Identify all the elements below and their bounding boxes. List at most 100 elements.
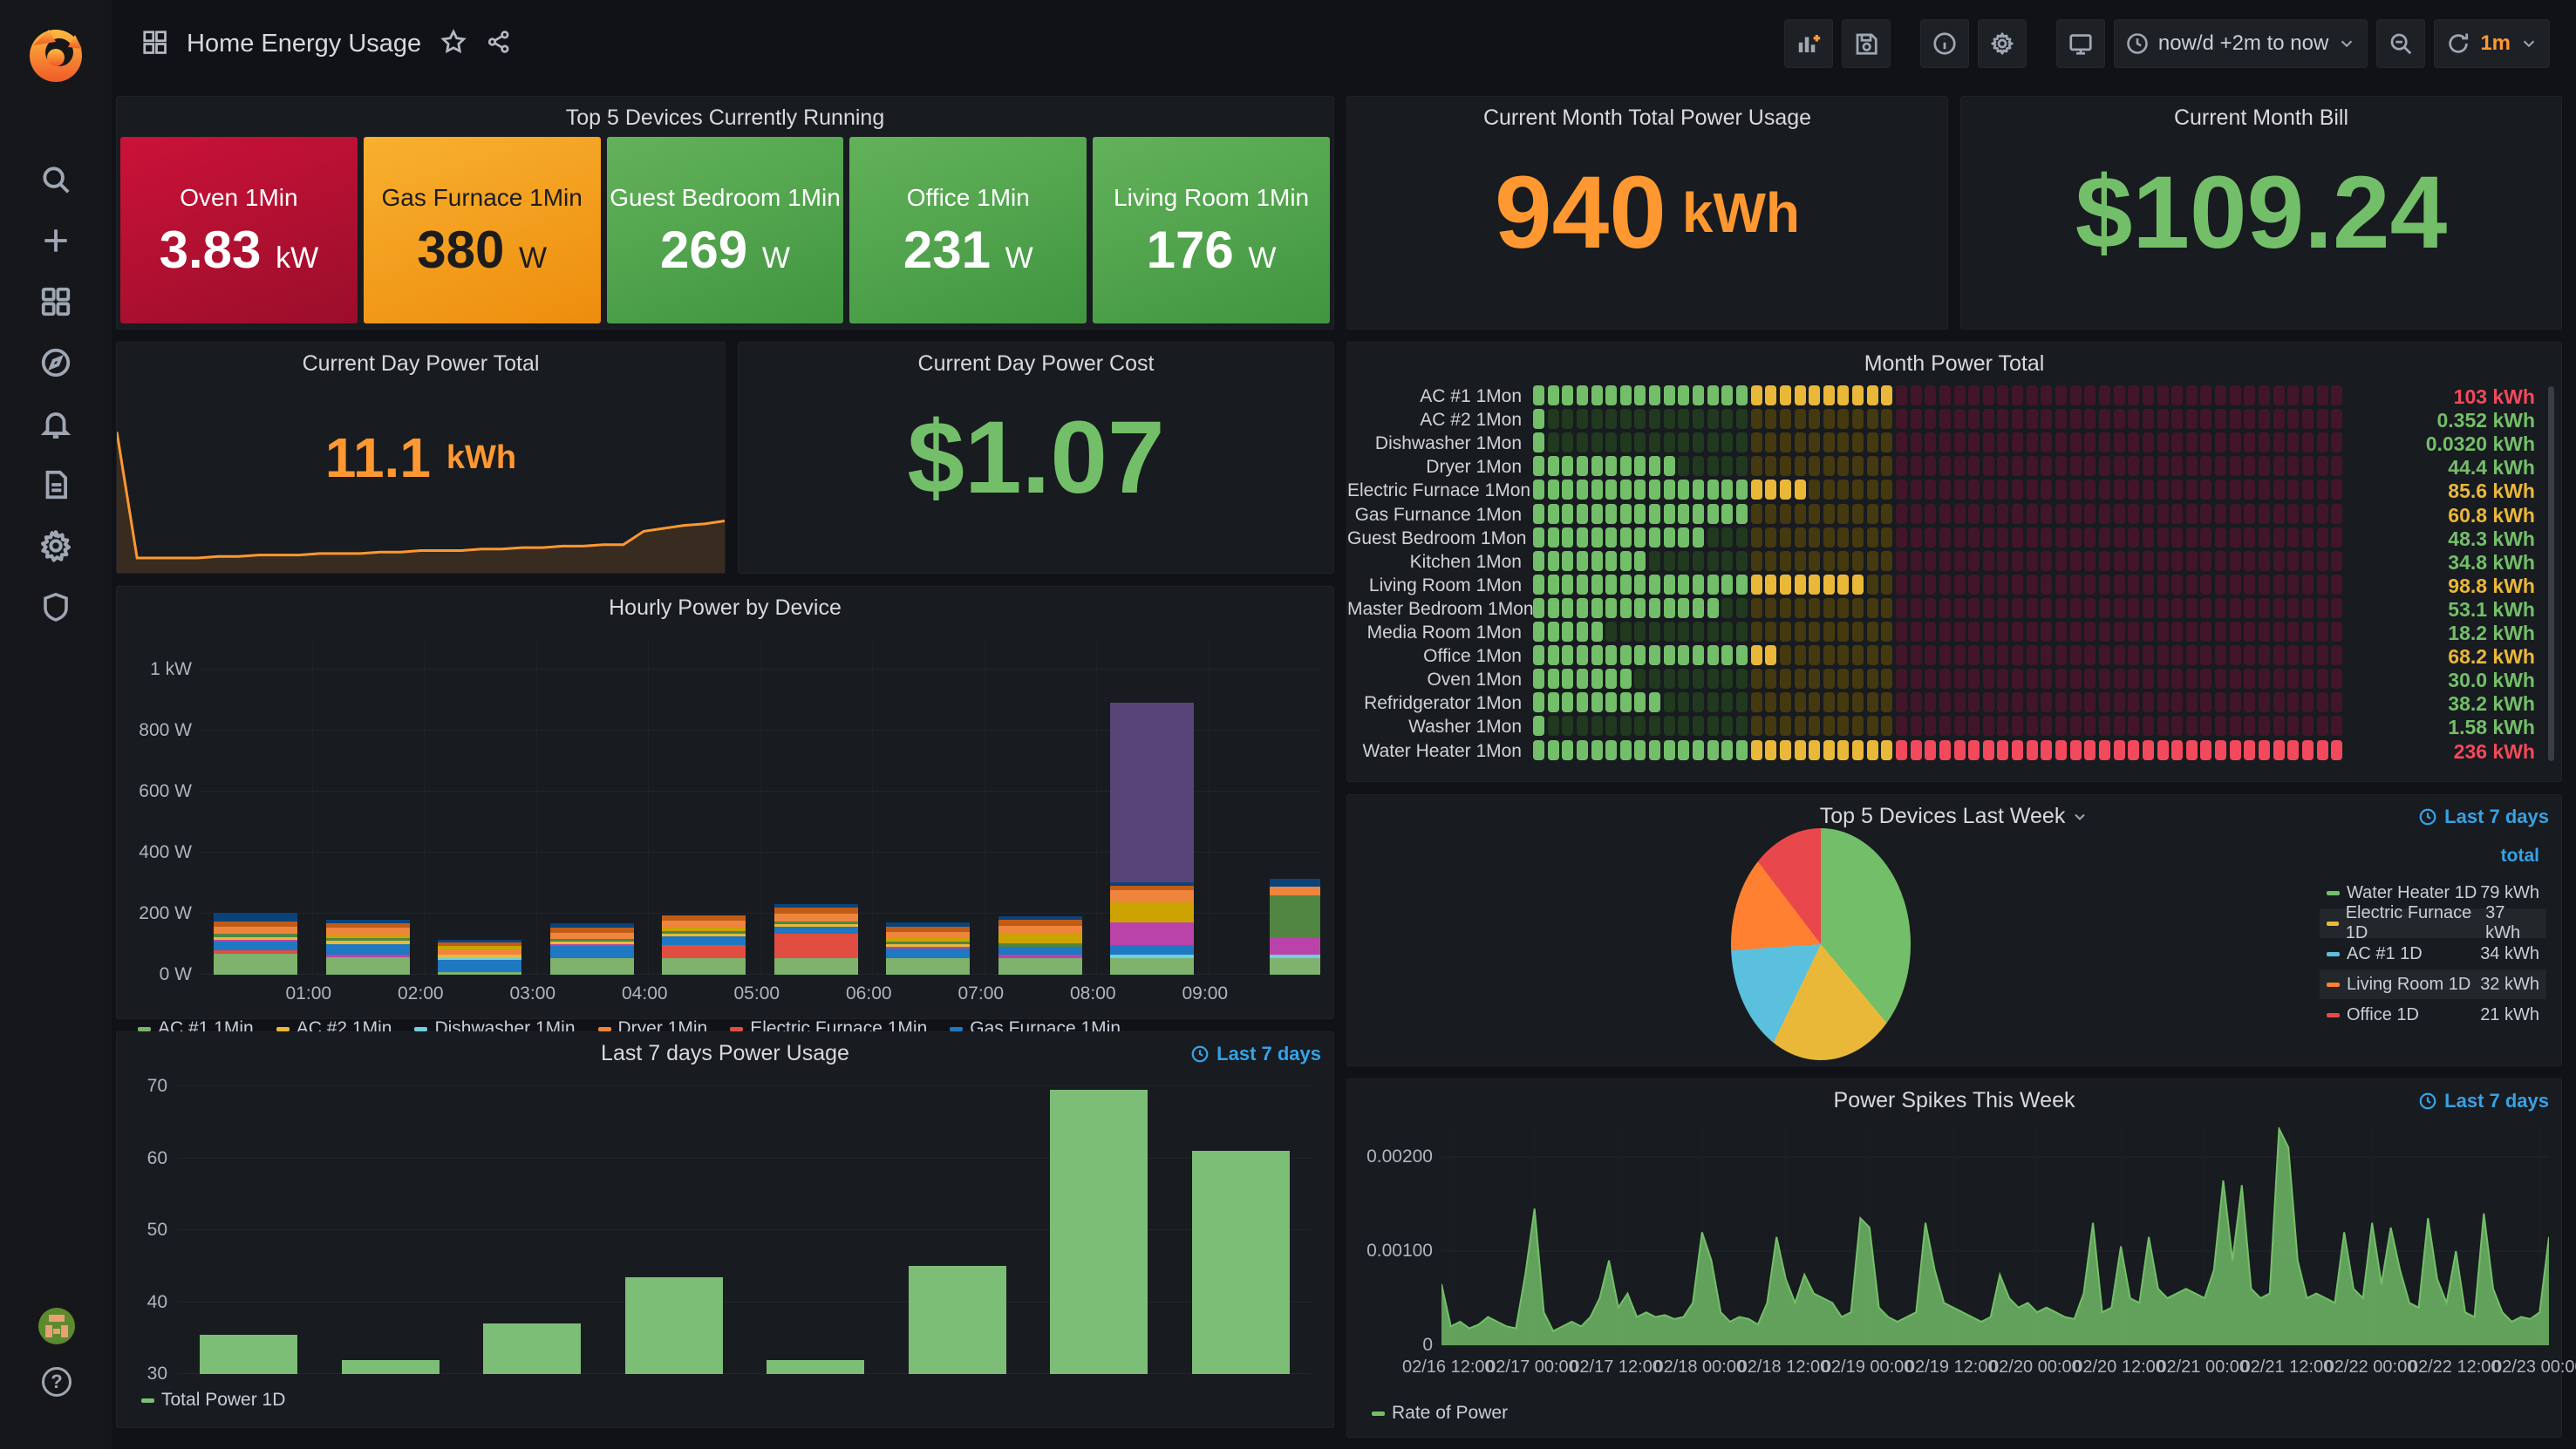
- heatmap-cell: [2055, 503, 2068, 524]
- stat-tile[interactable]: Gas Furnace 1Min 380 W: [363, 137, 601, 323]
- stat-tile[interactable]: Living Room 1Min 176 W: [1093, 137, 1330, 323]
- panel-info-button[interactable]: [1919, 19, 1969, 68]
- time-badge[interactable]: Last 7 days: [1190, 1043, 1321, 1065]
- heatmap-cell: [1619, 739, 1632, 760]
- dashboards-icon[interactable]: [35, 281, 77, 323]
- explore-compass-icon[interactable]: [35, 342, 77, 384]
- legend-swatch: [730, 1026, 744, 1031]
- stacked-bar[interactable]: [214, 912, 298, 975]
- dashboard-settings-button[interactable]: [1977, 19, 2027, 68]
- y-tick-label: 0: [1422, 1335, 1433, 1355]
- heatmap-cell: [2331, 385, 2343, 405]
- panel-title[interactable]: Current Day Power Total: [302, 351, 540, 376]
- heatmap-cell: [1953, 716, 1966, 737]
- heatmap-cell: [2287, 716, 2300, 737]
- legend-item[interactable]: Total Power 1D: [141, 1387, 285, 1413]
- stacked-bar[interactable]: [998, 916, 1082, 975]
- month-total-stat: 940 kWh: [1347, 97, 1947, 329]
- time-badge[interactable]: Last 7 days: [2418, 1090, 2549, 1112]
- stat-tile[interactable]: Oven 1Min 3.83 kW: [120, 137, 358, 323]
- stacked-bar[interactable]: [438, 940, 522, 975]
- heatmap-cell: [1779, 456, 1791, 477]
- stat-tile[interactable]: Guest Bedroom 1Min 269 W: [606, 137, 844, 323]
- panel-title[interactable]: Month Power Total: [1864, 351, 2045, 376]
- heatmap-cell: [2098, 645, 2110, 666]
- heatmap-cell: [2185, 503, 2198, 524]
- legend-header[interactable]: total: [2500, 846, 2539, 866]
- heatmap-row: Gas Furnance 1Mon 60.8 kWh: [1347, 503, 2561, 527]
- bar[interactable]: [1050, 1090, 1148, 1374]
- security-shield-icon[interactable]: [35, 586, 77, 628]
- heatmap-cell: [2142, 692, 2154, 713]
- create-plus-icon[interactable]: [35, 220, 77, 262]
- stacked-bar[interactable]: [773, 904, 858, 975]
- settings-gear-icon[interactable]: [35, 525, 77, 567]
- panel-title[interactable]: Current Day Power Cost: [917, 351, 1155, 376]
- zoom-out-button[interactable]: [2376, 19, 2426, 68]
- share-icon[interactable]: [486, 29, 512, 59]
- search-icon[interactable]: [35, 159, 77, 201]
- bar[interactable]: [767, 1359, 865, 1374]
- stat-tile[interactable]: Office 1Min 231 W: [849, 137, 1087, 323]
- panel-title[interactable]: Current Month Total Power Usage: [1482, 105, 1812, 130]
- panel-title[interactable]: Top 5 Devices Last Week: [1347, 804, 2561, 829]
- stacked-bar[interactable]: [886, 922, 971, 975]
- heatmap-cell: [1896, 645, 1907, 666]
- time-range-picker[interactable]: now/d +2m to now: [2113, 19, 2368, 68]
- heatmap-cell: [2185, 409, 2198, 430]
- heatmap-cell: [1997, 550, 2009, 571]
- pie-legend-row[interactable]: AC #1 1D 34 kWh: [2320, 939, 2546, 969]
- heatmap-cell: [2200, 385, 2212, 405]
- pie-legend-row[interactable]: Living Room 1D 32 kWh: [2320, 969, 2546, 999]
- legend-item[interactable]: Rate of Power: [1372, 1400, 1508, 1426]
- grafana-logo-icon[interactable]: [21, 19, 91, 89]
- panel-title[interactable]: Power Spikes This Week: [1833, 1088, 2075, 1112]
- panel-scrollbar[interactable]: [2548, 386, 2554, 761]
- pie-legend-row[interactable]: Office 1D 21 kWh: [2320, 1000, 2546, 1030]
- panel-title[interactable]: Current Month Bill: [2173, 105, 2349, 130]
- bar[interactable]: [483, 1323, 582, 1374]
- stacked-bar[interactable]: [325, 920, 410, 975]
- alerting-bell-icon[interactable]: [35, 403, 77, 445]
- heatmap-cell: [1896, 480, 1907, 500]
- heatmap-cell: [1663, 432, 1675, 453]
- heatmap-cell: [1982, 574, 1994, 595]
- heatmap-cell: [1881, 550, 1893, 571]
- bar[interactable]: [200, 1334, 298, 1374]
- add-panel-button[interactable]: [1783, 19, 1833, 68]
- stacked-bar[interactable]: [1270, 878, 1320, 975]
- star-icon[interactable]: [440, 28, 467, 59]
- user-avatar[interactable]: [38, 1308, 75, 1344]
- heatmap-cell: [1968, 597, 1980, 618]
- heatmap-cell: [1852, 622, 1864, 642]
- pie-legend-row[interactable]: Electric Furnace 1D 37 kWh: [2320, 903, 2546, 942]
- pie-legend-row[interactable]: Water Heater 1D 79 kWh: [2320, 878, 2546, 908]
- heatmap-cell: [1634, 669, 1646, 690]
- docs-file-icon[interactable]: [35, 464, 77, 506]
- refresh-picker[interactable]: 1m: [2434, 19, 2550, 68]
- stacked-bar[interactable]: [1110, 702, 1195, 975]
- bar[interactable]: [624, 1276, 723, 1374]
- bar[interactable]: [1191, 1151, 1290, 1374]
- heatmap-cell: [1866, 622, 1878, 642]
- dashboard-grid-icon[interactable]: [141, 29, 167, 59]
- dashboard-title[interactable]: Home Energy Usage: [187, 29, 422, 58]
- panel-title[interactable]: Last 7 days Power Usage: [601, 1041, 849, 1065]
- stacked-bar[interactable]: [662, 915, 746, 975]
- heatmap-cell: [2301, 622, 2314, 642]
- heatmap-cell: [1735, 480, 1748, 500]
- heatmap-cell: [2229, 622, 2241, 642]
- heatmap-cell: [2041, 622, 2053, 642]
- stacked-bar[interactable]: [549, 922, 634, 975]
- panel-title[interactable]: Top 5 Devices Currently Running: [565, 105, 885, 130]
- time-badge[interactable]: Last 7 days: [2418, 806, 2549, 828]
- panel-title[interactable]: Hourly Power by Device: [609, 595, 842, 620]
- tv-kiosk-button[interactable]: [2055, 19, 2105, 68]
- heatmap-cell: [1968, 739, 1980, 760]
- heatmap-cell: [2171, 739, 2184, 760]
- help-icon[interactable]: ?: [42, 1367, 72, 1397]
- heatmap-cell: [2142, 503, 2154, 524]
- bar[interactable]: [341, 1359, 440, 1374]
- save-dashboard-button[interactable]: [1841, 19, 1891, 68]
- bar[interactable]: [908, 1266, 1006, 1374]
